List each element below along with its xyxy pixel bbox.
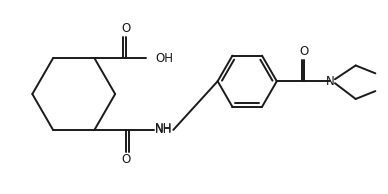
Text: NH: NH	[155, 123, 172, 136]
Text: O: O	[300, 45, 309, 58]
Text: NH: NH	[155, 122, 172, 135]
Text: O: O	[121, 153, 131, 166]
Text: O: O	[121, 22, 131, 35]
Text: N: N	[326, 75, 334, 88]
Text: OH: OH	[156, 52, 173, 65]
